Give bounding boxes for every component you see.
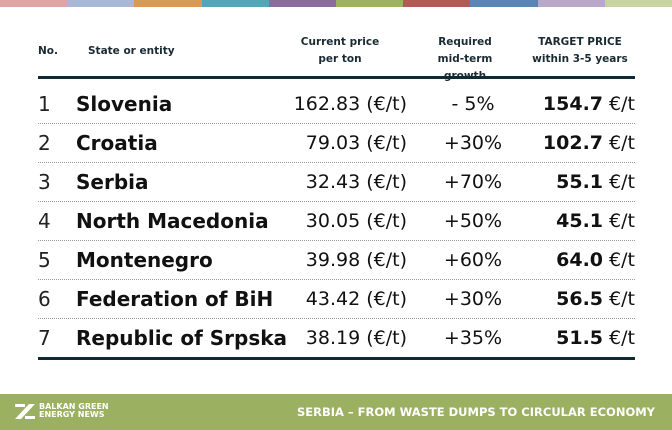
color-stripe [604,0,672,7]
current-price: 79.03 (€/t) [305,131,407,154]
header-rule [38,76,635,79]
target-unit: €/t [603,170,635,193]
target-unit: €/t [603,287,635,310]
color-stripe [0,0,68,7]
target-value: 45.1 [556,209,604,232]
current-price: 32.43 (€/t) [305,170,407,193]
target-price: 51.5 €/t [556,327,635,349]
color-stripe [537,0,605,7]
row-number: 5 [38,247,51,272]
table-row: 2 Croatia 79.03 (€/t) +30% 102.7 €/t [38,123,635,163]
row-number: 7 [38,325,51,350]
current-price: 39.98 (€/t) [305,248,407,271]
table-row: 1 Slovenia 162.83 (€/t) - 5% 154.7 €/t [38,84,635,124]
color-stripe [201,0,269,7]
target-unit: €/t [603,131,635,154]
target-price: 102.7 €/t [543,132,635,154]
header-price-line2: per ton [318,53,362,65]
brand-logo: BALKAN GREEN ENERGY NEWS [15,402,109,420]
header-growth-line1: Required [438,36,492,48]
target-value: 51.5 [556,326,604,349]
target-unit: €/t [603,326,635,349]
required-growth: +70% [443,170,503,193]
required-growth: +50% [443,209,503,232]
header-entity: State or entity [88,45,175,57]
color-stripe [67,0,135,7]
target-price: 154.7 €/t [543,93,635,115]
header-target-line2: within 3-5 years [532,53,628,65]
table-row: 5 Montenegro 39.98 (€/t) +60% 64.0 €/t [38,240,635,280]
target-unit: €/t [603,92,635,115]
current-price: 38.19 (€/t) [305,326,407,349]
target-value: 64.0 [556,248,604,271]
row-number: 4 [38,208,51,233]
logo-line1: BALKAN GREEN [39,402,109,411]
color-stripe-bar [0,0,672,7]
table-row: 7 Republic of Srpska 38.19 (€/t) +35% 51… [38,318,635,357]
footer-title: SERBIA – FROM WASTE DUMPS TO CIRCULAR EC… [296,405,655,419]
header-target-line1: TARGET PRICE [538,36,622,48]
logo-line2: ENERGY NEWS [39,410,105,419]
required-growth: +30% [443,131,503,154]
target-value: 102.7 [542,131,604,154]
color-stripe [268,0,337,7]
entity-name: Montenegro [76,247,213,272]
header-price: Current price per ton [290,34,390,68]
color-stripe [134,0,202,7]
header-target: TARGET PRICE within 3-5 years [530,34,630,68]
color-stripe [403,0,471,7]
row-number: 2 [38,130,51,155]
table-row: 4 North Macedonia 30.05 (€/t) +50% 45.1 … [38,201,635,241]
row-number: 1 [38,91,51,116]
header-growth-line2: mid-term growth [437,53,493,82]
footer-bar: BALKAN GREEN ENERGY NEWS SERBIA – FROM WA… [0,394,672,430]
target-value: 55.1 [556,170,604,193]
required-growth: - 5% [451,92,495,115]
required-growth: +60% [443,248,503,271]
required-growth: +30% [443,287,503,310]
target-value: 154.7 [542,92,604,115]
header-price-line1: Current price [300,36,380,48]
color-stripe [470,0,538,7]
target-value: 56.5 [556,287,604,310]
row-number: 3 [38,169,51,194]
required-growth: +35% [443,326,503,349]
entity-name: Slovenia [76,91,173,116]
current-price: 43.42 (€/t) [305,287,407,310]
current-price: 30.05 (€/t) [305,209,407,232]
header-growth: Required mid-term growth [415,34,515,85]
target-price: 56.5 €/t [556,288,635,310]
entity-name: Croatia [76,130,158,155]
target-unit: €/t [603,248,635,271]
current-price: 162.83 (€/t) [293,92,407,115]
target-price: 64.0 €/t [556,249,635,271]
target-price: 45.1 €/t [556,210,635,232]
logo-mark-icon [15,404,35,419]
target-unit: €/t [603,209,635,232]
entity-name: Republic of Srpska [76,325,288,350]
header-no: No. [38,45,58,57]
table-row: 6 Federation of BiH 43.42 (€/t) +30% 56.… [38,279,635,319]
color-stripe [336,0,404,7]
entity-name: North Macedonia [76,208,269,233]
row-number: 6 [38,286,51,311]
bottom-rule [38,357,635,360]
entity-name: Serbia [76,169,149,194]
table-row: 3 Serbia 32.43 (€/t) +70% 55.1 €/t [38,162,635,202]
target-price: 55.1 €/t [556,171,635,193]
entity-name: Federation of BiH [76,286,274,311]
